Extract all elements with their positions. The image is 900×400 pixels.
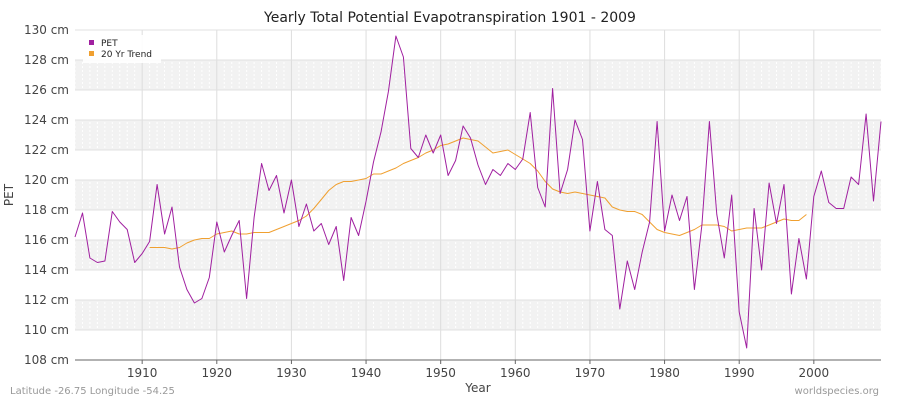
y-tick-label: 110 cm: [24, 323, 69, 337]
x-tick-label: 1970: [575, 366, 606, 380]
series-line-pet: [74, 35, 882, 349]
y-tick-label: 118 cm: [24, 203, 69, 217]
y-tick-label: 114 cm: [24, 263, 69, 277]
series-lines: [74, 35, 882, 349]
y-tick-label: 128 cm: [24, 53, 69, 67]
y-tick-label: 122 cm: [24, 143, 69, 157]
y-tick-label: 116 cm: [24, 233, 69, 247]
x-axis-ticks: 1910 1920 1930 1940 1950 1960 1970 1980 1990 2000: [127, 360, 829, 380]
chart-title: Yearly Total Potential Evapotranspiratio…: [263, 10, 636, 26]
legend-label-trend: 20 Yr Trend: [101, 50, 152, 60]
y-tick-label: 124 cm: [24, 113, 69, 127]
grid-lines: [74, 29, 882, 361]
x-tick-label: 1910: [127, 366, 158, 380]
x-axis-label: Year: [464, 381, 490, 395]
y-tick-label: 112 cm: [24, 293, 69, 307]
x-tick-label: 1940: [351, 366, 382, 380]
y-tick-label: 108 cm: [24, 353, 69, 367]
legend-label-pet: PET: [101, 39, 118, 49]
x-tick-label: 2000: [799, 366, 830, 380]
footer-location: Latitude -26.75 Longitude -54.25: [10, 386, 175, 397]
x-tick-label: 1950: [425, 366, 456, 380]
y-axis-ticks: 108 cm 110 cm 112 cm 114 cm 116 cm 118 cm 120 …: [24, 23, 69, 367]
y-tick-label: 126 cm: [24, 83, 69, 97]
legend: PET 20 Yr Trend: [83, 35, 161, 63]
y-tick-label: 130 cm: [24, 23, 69, 37]
footer-source: worldspecies.org: [795, 386, 879, 397]
x-tick-label: 1960: [500, 366, 531, 380]
x-tick-label: 1990: [724, 366, 755, 380]
y-axis-label: PET: [2, 183, 16, 206]
y-tick-label: 120 cm: [24, 173, 69, 187]
series-line-20yr-trend: [149, 137, 807, 250]
legend-swatch-pet: [89, 40, 94, 45]
x-tick-label: 1920: [202, 366, 233, 380]
x-tick-label: 1980: [649, 366, 680, 380]
x-tick-label: 1930: [276, 366, 307, 380]
legend-box: [83, 35, 161, 63]
legend-swatch-trend: [89, 51, 94, 56]
